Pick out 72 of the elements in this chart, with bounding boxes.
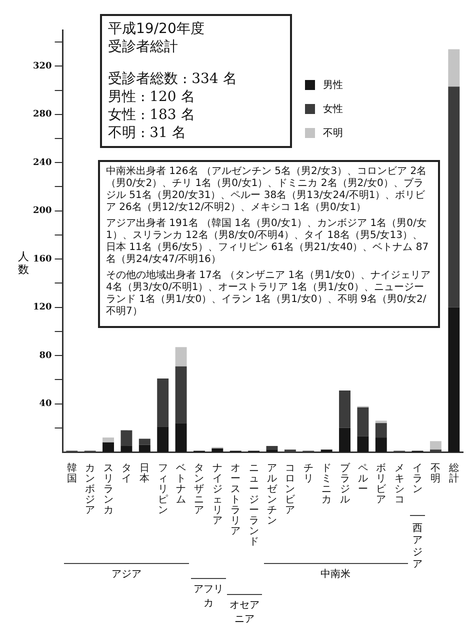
legend-label: 男性 xyxy=(323,78,343,92)
x-tick-label: ボリビア xyxy=(376,462,388,506)
x-tick-label: オーストラリア xyxy=(230,462,241,537)
chart-title: 平成19/20年度受診者総計 xyxy=(108,20,206,56)
x-tick-label: アルゼンチン xyxy=(266,462,278,526)
y-tick-label: 160 xyxy=(32,254,52,264)
y-tick-label: 280 xyxy=(32,110,52,120)
legend-label: 女性 xyxy=(323,102,343,116)
x-tick-label: スリランカ xyxy=(103,462,114,516)
x-tick-label: 不明 xyxy=(430,462,441,484)
x-tick-label: ベトナム xyxy=(176,462,186,506)
y-tick-label: 120 xyxy=(32,302,52,313)
bar xyxy=(138,444,150,452)
annotation: 中南米出身者 126名 （アルゼンチン 5名（男2/女3）、コロンビア 2名（男0/女2）、チリ 1名（男0/女1）、ドミニカ 2名（男2/女0）、ブラジル 51名（男20/女31）、ペルー 38名（男13/女24/不明1）、ボリビア 26名（男12/女12/不明2）、メキシコ 1名（男0/女1） xyxy=(106,166,428,214)
bar xyxy=(175,347,187,366)
annotation: その他の地域出身者 17名 （タンザニア 1名（男1/女0）、ナイジェリア 4名（男3/女0/不明1）、オーストラリア 1名（男1/女0）、ニュージーランド 1名（男1/女0）、イラン 1名（男1/女0）、不明 9名（男0/女2/不明7） xyxy=(106,270,432,318)
x-tick-label: フィリピン xyxy=(158,462,168,516)
bar xyxy=(357,436,369,452)
annotation: 男性 : 120 名 xyxy=(108,88,196,106)
bar xyxy=(375,420,387,424)
annotation: アジア出身者 191名 （韓国 1名（男0/女1）、カンボジア 1名（男0/女1）、スリランカ 12名（男8/女0/不明4）、タイ 18名（男5/女13）、日本 11名（男6/女5）、フィリピン 61名（男21/女40）、ベトナム 87名（男24/女47/不明16） xyxy=(106,218,430,266)
x-tick-label: ニュージーランド xyxy=(248,462,259,548)
y-tick-label: 200 xyxy=(32,206,52,216)
x-tick-label: コロンビア xyxy=(285,462,296,516)
annotation: 受診者総数 : 334 名 xyxy=(108,70,238,88)
bar xyxy=(266,446,278,450)
bar xyxy=(138,438,150,445)
x-tick-label: タイ xyxy=(121,462,132,484)
x-tick-label: イラン xyxy=(412,462,423,495)
bar xyxy=(175,423,187,452)
bar xyxy=(175,366,187,424)
x-tick-label: ブラジル xyxy=(340,462,351,506)
y-axis-title: 人数 xyxy=(18,250,29,276)
bar xyxy=(448,307,460,452)
annotation: 女性 : 183 名 xyxy=(108,106,196,124)
text: アジア xyxy=(64,563,190,581)
y-tick-label: 40 xyxy=(39,399,52,410)
x-tick-label: 総計 xyxy=(448,462,459,484)
x-tick-label: ペルー xyxy=(358,462,368,495)
bar xyxy=(375,423,387,438)
x-tick-label: ナイジェリア xyxy=(212,462,222,526)
x-tick-label: タンザニア xyxy=(194,462,204,516)
bar xyxy=(120,430,132,446)
bar xyxy=(102,438,114,442)
text: 中南米 xyxy=(264,563,408,581)
x-tick-label: メキシコ xyxy=(394,462,404,506)
x-tick-label: ドミニカ xyxy=(322,462,332,506)
bar xyxy=(120,446,132,452)
bar xyxy=(212,448,224,452)
bar xyxy=(448,49,460,87)
x-tick-label: 日本 xyxy=(140,462,150,484)
text: オセアニア xyxy=(227,594,262,625)
bar xyxy=(357,407,369,436)
y-tick-label: 80 xyxy=(39,350,52,361)
bar xyxy=(157,378,169,427)
bar xyxy=(339,390,350,428)
bar xyxy=(448,86,460,308)
bar xyxy=(375,438,387,452)
bar xyxy=(339,428,350,452)
x-tick-label: 韓国 xyxy=(66,462,77,484)
y-tick-label: 240 xyxy=(32,158,52,168)
bar xyxy=(102,442,114,452)
bar xyxy=(430,441,442,450)
text: アフリカ xyxy=(191,578,226,610)
notes-panel: 中南米出身者 126名 （アルゼンチン 5名（男2/女3）、コロンビア 2名（男0/女2）、チリ 1名（男0/女1）、ドミニカ 2名（男2/女0）、ブラジル 51名（男20/女31）、ペルー 38名（男13/女24/不明1）、ボリビア 26名（男12/女12/不明2）、メキシコ 1名（男0/女1） アジア出身者 191名 （韓国 1名（男0/女1）、カンボジア 1名（男0/女1）、スリランカ 12名（男8/女0/不明4）、タイ 18名（男5/女13）、日本 11名（男6/女5）、フィリピン 61名（男21/女40）、ベトナム 87名（男24/女47/不明16） その他の地域出身者 17名 （タンザニア 1名（男1/女0）、ナイジェリア 4名（男3/女0/不明1）、オーストラリア 1名（男1/女0）、ニュージーランド 1名（男1/女0）、イラン 1名（男1/女0）、不明 9名（男0/女2/不明7） xyxy=(98,160,440,328)
y-tick-label: 320 xyxy=(32,62,52,72)
text: 西アジア xyxy=(410,515,425,571)
annotation: 不明 : 31 名 xyxy=(108,124,187,142)
bar xyxy=(157,426,169,452)
x-tick-label: カンボジア xyxy=(85,462,96,516)
x-tick-label: チリ xyxy=(303,462,314,484)
legend-label: 不明 xyxy=(323,127,343,140)
